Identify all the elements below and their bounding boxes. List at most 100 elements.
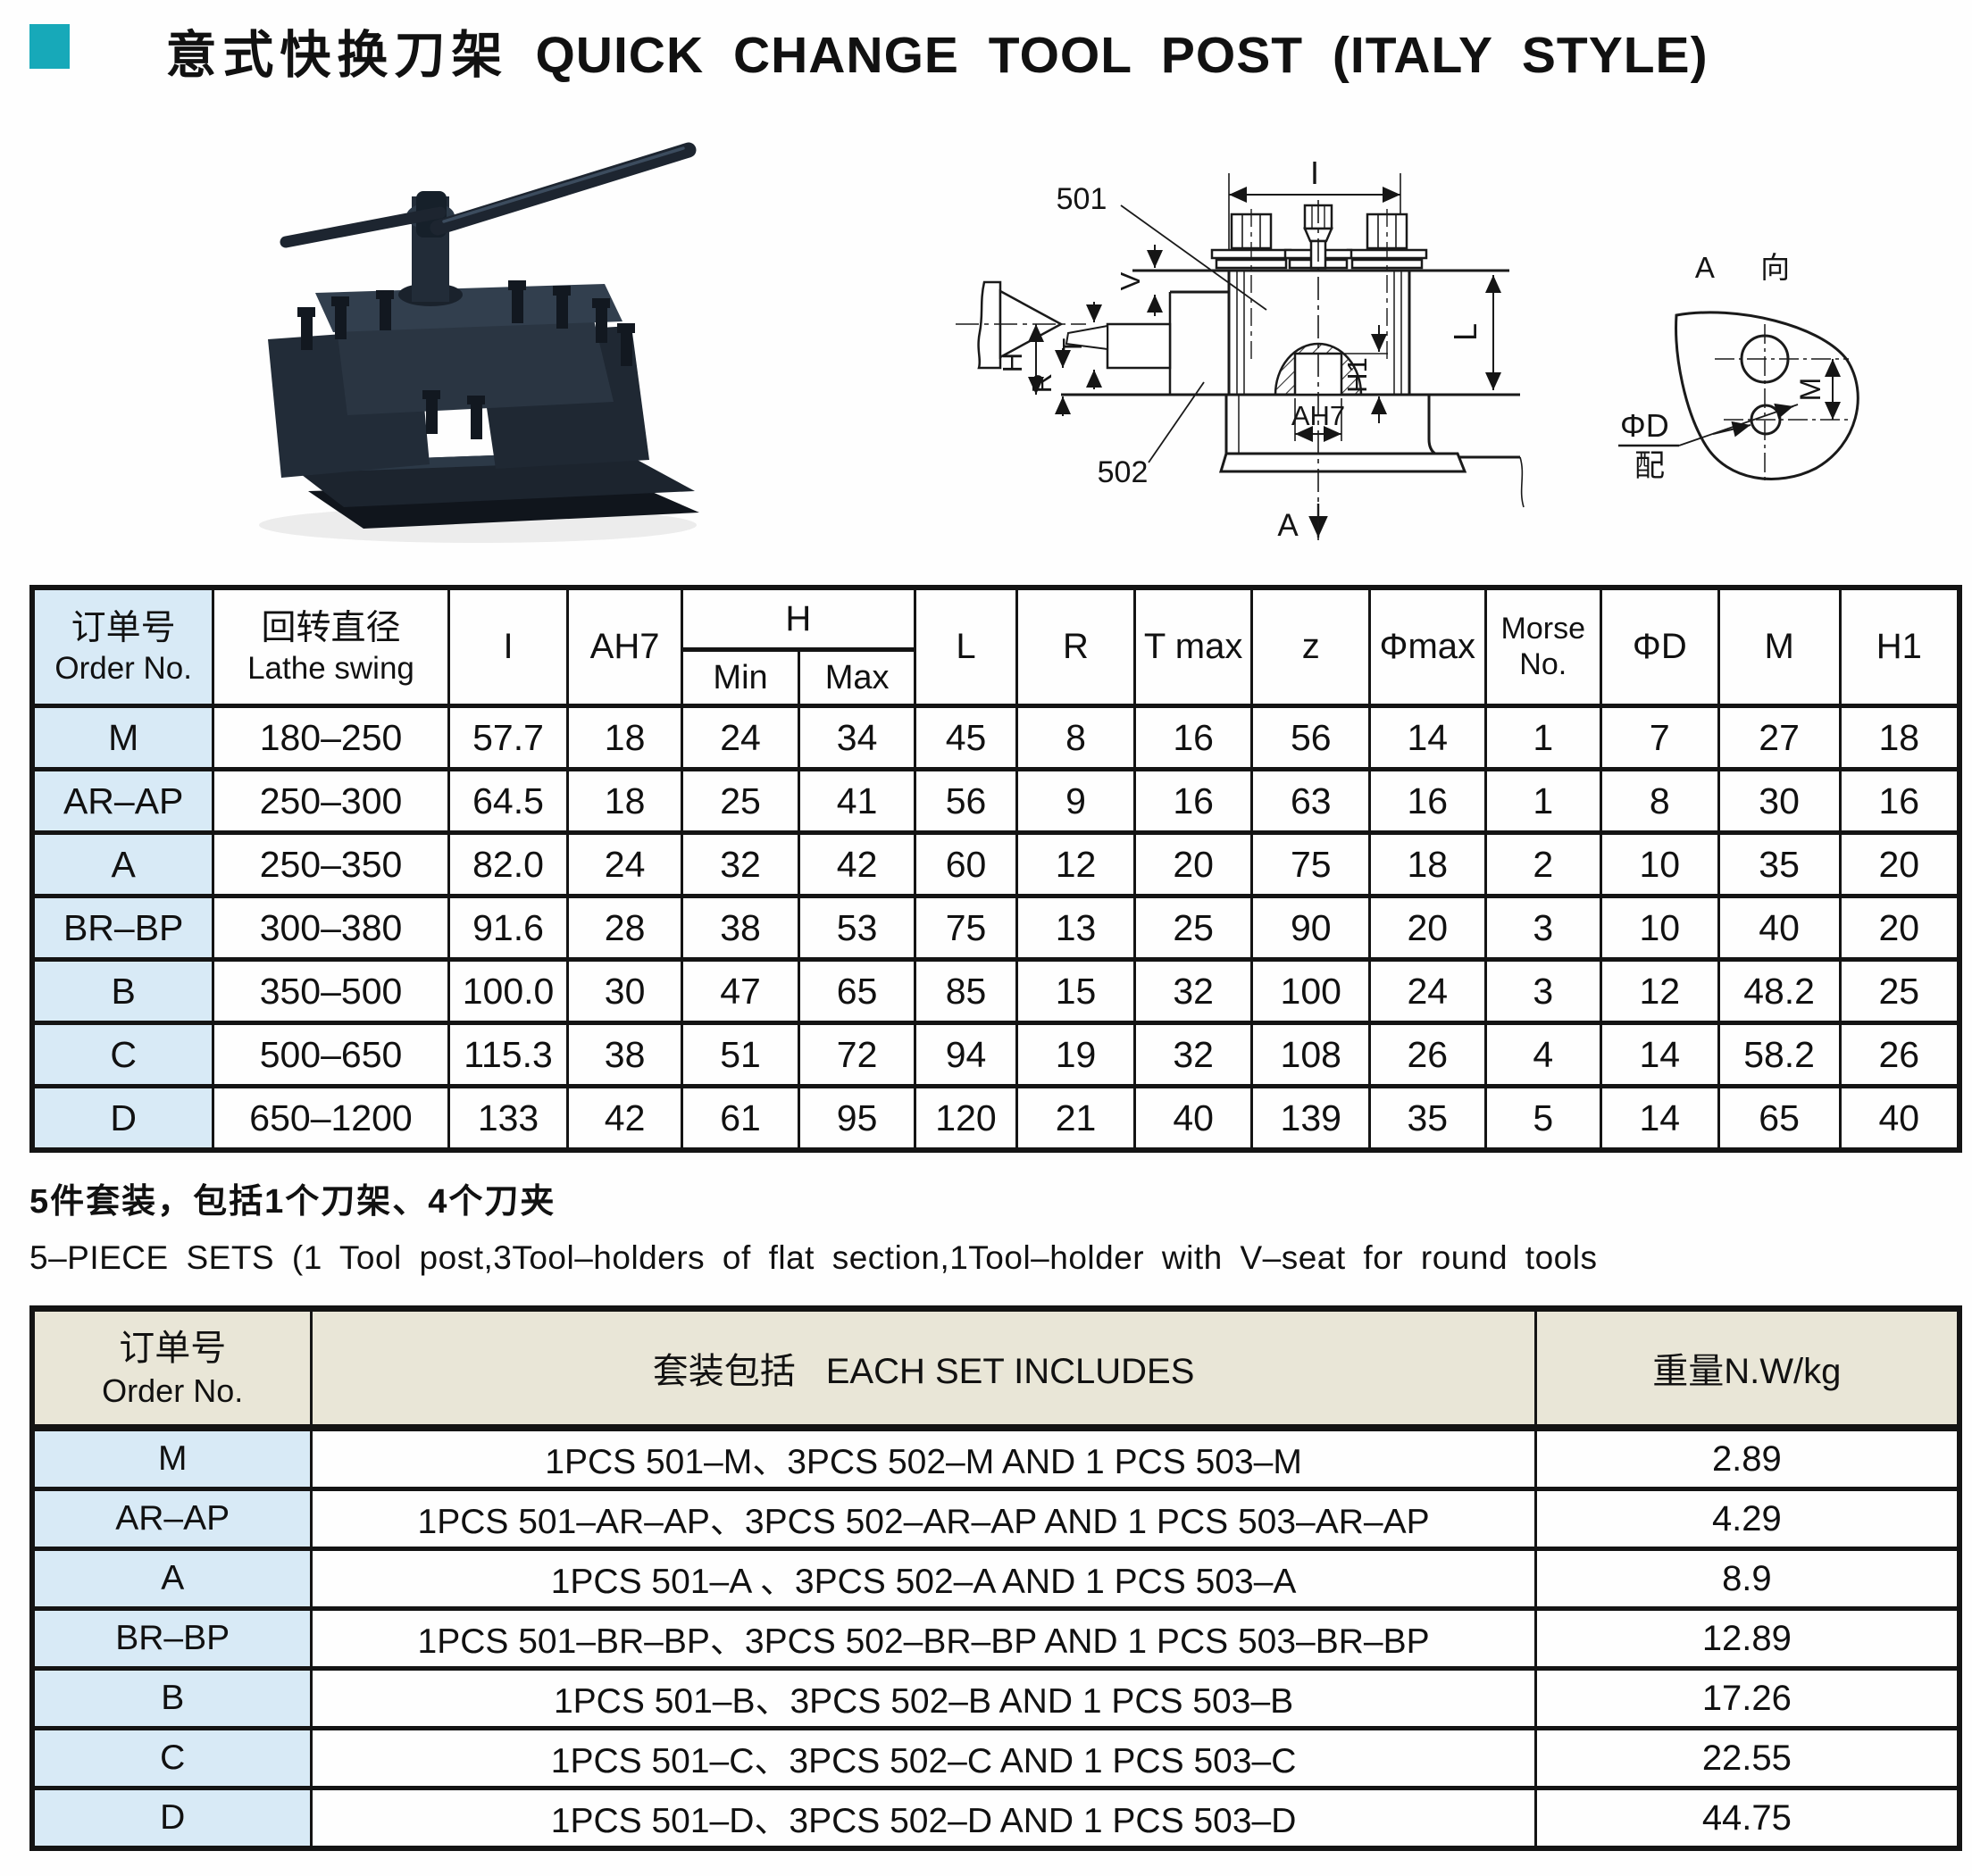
order-no-cell: C bbox=[30, 1726, 313, 1790]
value-cell: 180–250 bbox=[212, 704, 450, 771]
value-cell: 94 bbox=[913, 1021, 1019, 1088]
value-cell: 133 bbox=[447, 1084, 570, 1153]
sets-col-header-includes: 套装包括 EACH SET INCLUDES bbox=[310, 1305, 1537, 1431]
value-cell: 8.9 bbox=[1533, 1547, 1961, 1611]
value-cell: 32 bbox=[1132, 957, 1254, 1025]
value-cell: 65 bbox=[798, 957, 916, 1025]
value-cell: 25 bbox=[1132, 894, 1254, 962]
value-cell: 41 bbox=[798, 767, 916, 835]
value-cell: 48.2 bbox=[1717, 957, 1842, 1025]
value-cell: 250–350 bbox=[212, 830, 450, 898]
value-cell: 27 bbox=[1717, 704, 1842, 771]
value-cell: 15 bbox=[1015, 957, 1136, 1025]
morse-label-line1: Morse bbox=[1500, 612, 1585, 646]
sets-includes-label-zh: 套装包括 bbox=[652, 1352, 796, 1391]
morse-label-line2: No. bbox=[1519, 646, 1567, 681]
value-cell: 42 bbox=[798, 830, 916, 898]
value-cell: 10 bbox=[1600, 830, 1720, 898]
value-cell: 1PCS 501–D、3PCS 502–D AND 1 PCS 503–D bbox=[310, 1786, 1537, 1851]
sets-col-header-order-no: 订单号 Order No. bbox=[30, 1305, 313, 1431]
value-cell: 35 bbox=[1368, 1084, 1487, 1153]
value-cell: 42 bbox=[566, 1084, 683, 1153]
value-cell: 1PCS 501–B、3PCS 502–B AND 1 PCS 503–B bbox=[310, 1666, 1537, 1730]
value-cell: 56 bbox=[1250, 704, 1372, 771]
value-cell: 91.6 bbox=[447, 894, 570, 962]
table-row: A 1PCS 501–A 、3PCS 502–A AND 1 PCS 503–A 8… bbox=[30, 1547, 1961, 1611]
dim-ah7-label: AH7 bbox=[1291, 400, 1345, 431]
value-cell: 53 bbox=[798, 894, 916, 962]
order-no-cell: M bbox=[30, 1425, 313, 1491]
order-no-cell: BR–BP bbox=[30, 1606, 313, 1671]
dim-m-label: M bbox=[1794, 378, 1826, 402]
view-linework bbox=[1618, 311, 1859, 481]
col-header-r: R bbox=[1015, 585, 1136, 708]
value-cell: 38 bbox=[566, 1021, 683, 1088]
value-cell: 24 bbox=[680, 704, 801, 771]
value-cell: 19 bbox=[1015, 1021, 1136, 1088]
table-row: AR–AP 1PCS 501–AR–AP、3PCS 502–AR–AP AND 1… bbox=[30, 1487, 1961, 1551]
dim-fit-label: 配 bbox=[1634, 449, 1665, 483]
value-cell: 17.26 bbox=[1533, 1666, 1961, 1730]
sets-order-label-en: Order No. bbox=[102, 1372, 244, 1410]
value-cell: 47 bbox=[680, 957, 801, 1025]
dim-r-label: R bbox=[1026, 373, 1057, 393]
table-row: D 1PCS 501–D、3PCS 502–D AND 1 PCS 503–D 44… bbox=[30, 1786, 1961, 1851]
table-row: AR–AP 250–300 64.5 18 25 41 56 9 16 63 16 1 8 30 16 bbox=[30, 767, 1961, 835]
value-cell: 21 bbox=[1015, 1084, 1136, 1153]
order-no-cell: A bbox=[30, 1547, 313, 1611]
section-labels: 501 502 I V H T R AH7 H1 L A bbox=[997, 154, 1483, 543]
sets-includes-label-en: EACH SET INCLUDES bbox=[825, 1352, 1195, 1391]
value-cell: 40 bbox=[1717, 894, 1842, 962]
value-cell: 350–500 bbox=[212, 957, 450, 1025]
value-cell: 20 bbox=[1838, 830, 1961, 898]
table-row: D 650–1200 133 42 61 95 120 21 40 139 35 5 14 65 40 bbox=[30, 1084, 1961, 1153]
order-no-cell: B bbox=[30, 1666, 313, 1730]
order-no-label-zh: 订单号 bbox=[71, 609, 176, 647]
lathe-swing-label-zh: 回转直径 bbox=[261, 609, 401, 647]
value-cell: 16 bbox=[1132, 767, 1254, 835]
value-cell: 25 bbox=[1838, 957, 1961, 1025]
value-cell: 10 bbox=[1600, 894, 1720, 962]
page-title-en: QUICK CHANGE TOOL POST (ITALY STYLE) bbox=[535, 27, 1709, 84]
table-row: B 1PCS 501–B、3PCS 502–B AND 1 PCS 503–B 17… bbox=[30, 1666, 1961, 1730]
col-header-h-max: Max bbox=[798, 647, 916, 708]
section-linework bbox=[956, 173, 1525, 545]
value-cell: 16 bbox=[1132, 704, 1254, 771]
order-no-cell: BR–BP bbox=[30, 894, 215, 962]
order-no-cell: A bbox=[30, 830, 215, 898]
col-header-h-min: Min bbox=[680, 647, 801, 708]
value-cell: 75 bbox=[913, 894, 1019, 962]
value-cell: 25 bbox=[680, 767, 801, 835]
tool-post-photo bbox=[259, 142, 699, 543]
value-cell: 1PCS 501–BR–BP、3PCS 502–BR–BP AND 1 PCS … bbox=[310, 1606, 1537, 1671]
value-cell: 26 bbox=[1368, 1021, 1487, 1088]
dim-h-label: H bbox=[997, 353, 1028, 372]
dim-phid-label: ΦD bbox=[1620, 407, 1669, 444]
value-cell: 12 bbox=[1015, 830, 1136, 898]
a-view-drawing: A 向 M ΦD 配 bbox=[1618, 251, 1859, 483]
note-zh: 5件套装，包括1个刀架、4个刀夹 bbox=[29, 1183, 556, 1221]
page-title: 意式快换刀架 QUICK CHANGE TOOL POST (ITALY STYL… bbox=[0, 14, 1972, 88]
value-cell: 1 bbox=[1483, 704, 1603, 771]
value-cell: 5 bbox=[1483, 1084, 1603, 1153]
dim-h1-label: H1 bbox=[1341, 357, 1373, 393]
value-cell: 63 bbox=[1250, 767, 1372, 835]
value-cell: 24 bbox=[566, 830, 683, 898]
value-cell: 1 bbox=[1483, 767, 1603, 835]
col-header-h1: H1 bbox=[1838, 585, 1961, 708]
value-cell: 14 bbox=[1600, 1021, 1720, 1088]
value-cell: 8 bbox=[1600, 767, 1720, 835]
value-cell: 40 bbox=[1838, 1084, 1961, 1153]
value-cell: 58.2 bbox=[1717, 1021, 1842, 1088]
table-row: C 1PCS 501–C、3PCS 502–C AND 1 PCS 503–C 22… bbox=[30, 1726, 1961, 1790]
sets-order-label-zh: 订单号 bbox=[119, 1329, 227, 1369]
value-cell: 44.75 bbox=[1533, 1786, 1961, 1851]
value-cell: 30 bbox=[566, 957, 683, 1025]
teal-bullet-square bbox=[29, 24, 70, 69]
value-cell: 65 bbox=[1717, 1084, 1842, 1153]
value-cell: 75 bbox=[1250, 830, 1372, 898]
table-row: B 350–500 100.0 30 47 65 85 15 32 100 24 3 12 48.2 25 bbox=[30, 957, 1961, 1025]
value-cell: 100 bbox=[1250, 957, 1372, 1025]
value-cell: 72 bbox=[798, 1021, 916, 1088]
value-cell: 40 bbox=[1132, 1084, 1254, 1153]
